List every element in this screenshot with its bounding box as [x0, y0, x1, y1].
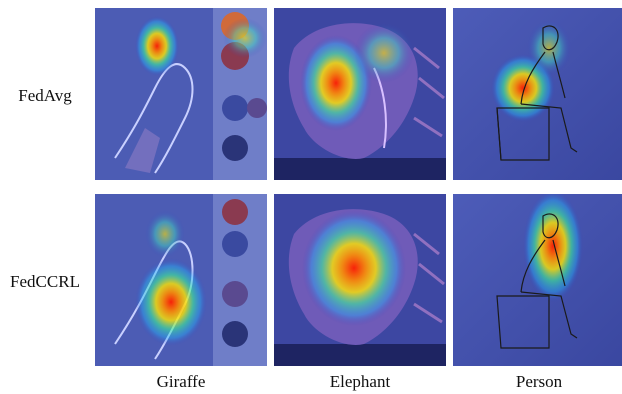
column-label-person: Person [515, 372, 563, 391]
heatmap-fedavg-elephant [274, 8, 446, 180]
column-label-elephant: Elephant [329, 372, 391, 391]
heatmap-fedavg-person [453, 8, 622, 180]
heatmap-fedccrl-person [453, 194, 622, 366]
heatmap-fedccrl-giraffe [95, 194, 267, 366]
row-label-fedavg: FedAvg [18, 86, 72, 105]
heatmap-fedavg-giraffe [95, 8, 267, 180]
heatmap-fedccrl-elephant [274, 194, 446, 366]
column-label-giraffe: Giraffe [156, 372, 206, 391]
row-label-fedccrl: FedCCRL [10, 272, 80, 291]
